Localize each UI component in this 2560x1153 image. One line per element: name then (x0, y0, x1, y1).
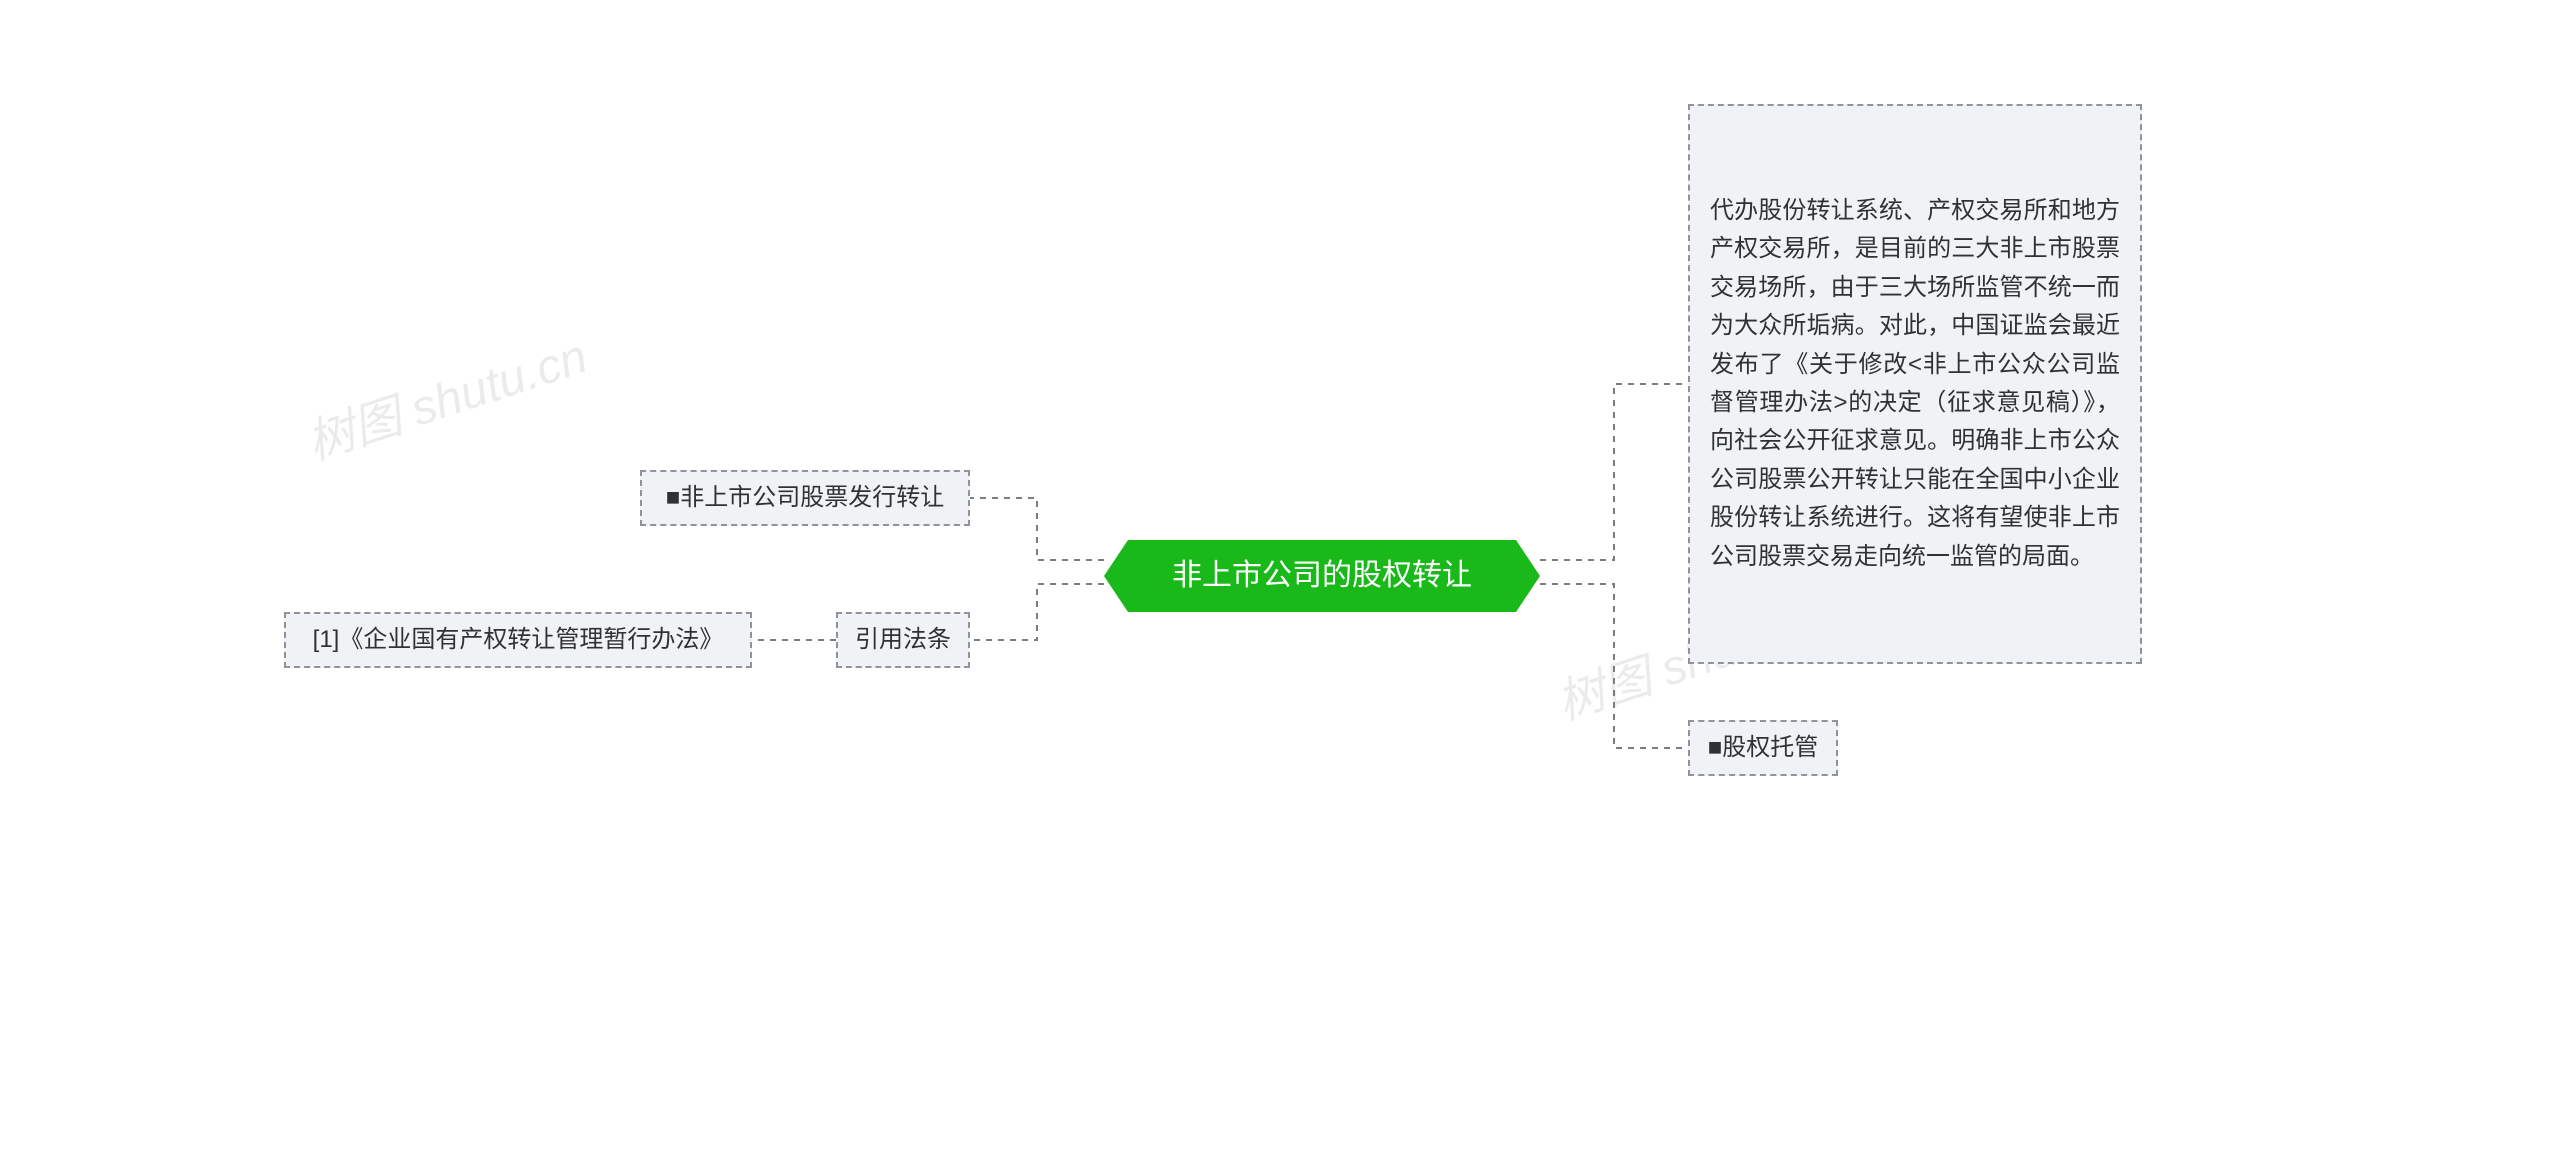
center-node[interactable]: 非上市公司的股权转让 (1128, 540, 1516, 612)
connector (1540, 384, 1688, 560)
connector (1540, 584, 1688, 748)
center-label: 非上市公司的股权转让 (1172, 552, 1472, 600)
connector (970, 584, 1104, 640)
connector (970, 498, 1104, 560)
